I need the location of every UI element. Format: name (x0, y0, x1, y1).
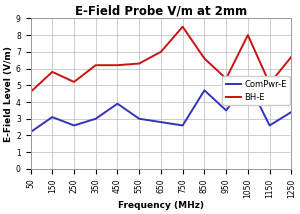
Title: E-Field Probe V/m at 2mm: E-Field Probe V/m at 2mm (75, 4, 247, 17)
X-axis label: Frequency (MHz): Frequency (MHz) (118, 201, 204, 210)
Legend: ComPwr-E, BH-E: ComPwr-E, BH-E (222, 76, 290, 105)
Y-axis label: E-Field Level (V/m): E-Field Level (V/m) (4, 46, 13, 142)
